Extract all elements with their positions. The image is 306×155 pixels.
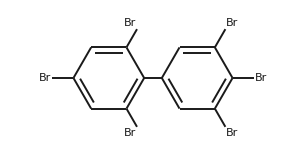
Text: Br: Br <box>39 73 51 83</box>
Text: Br: Br <box>124 128 136 138</box>
Text: Br: Br <box>124 18 136 28</box>
Text: Br: Br <box>255 73 267 83</box>
Text: Br: Br <box>226 128 239 138</box>
Text: Br: Br <box>226 18 239 28</box>
